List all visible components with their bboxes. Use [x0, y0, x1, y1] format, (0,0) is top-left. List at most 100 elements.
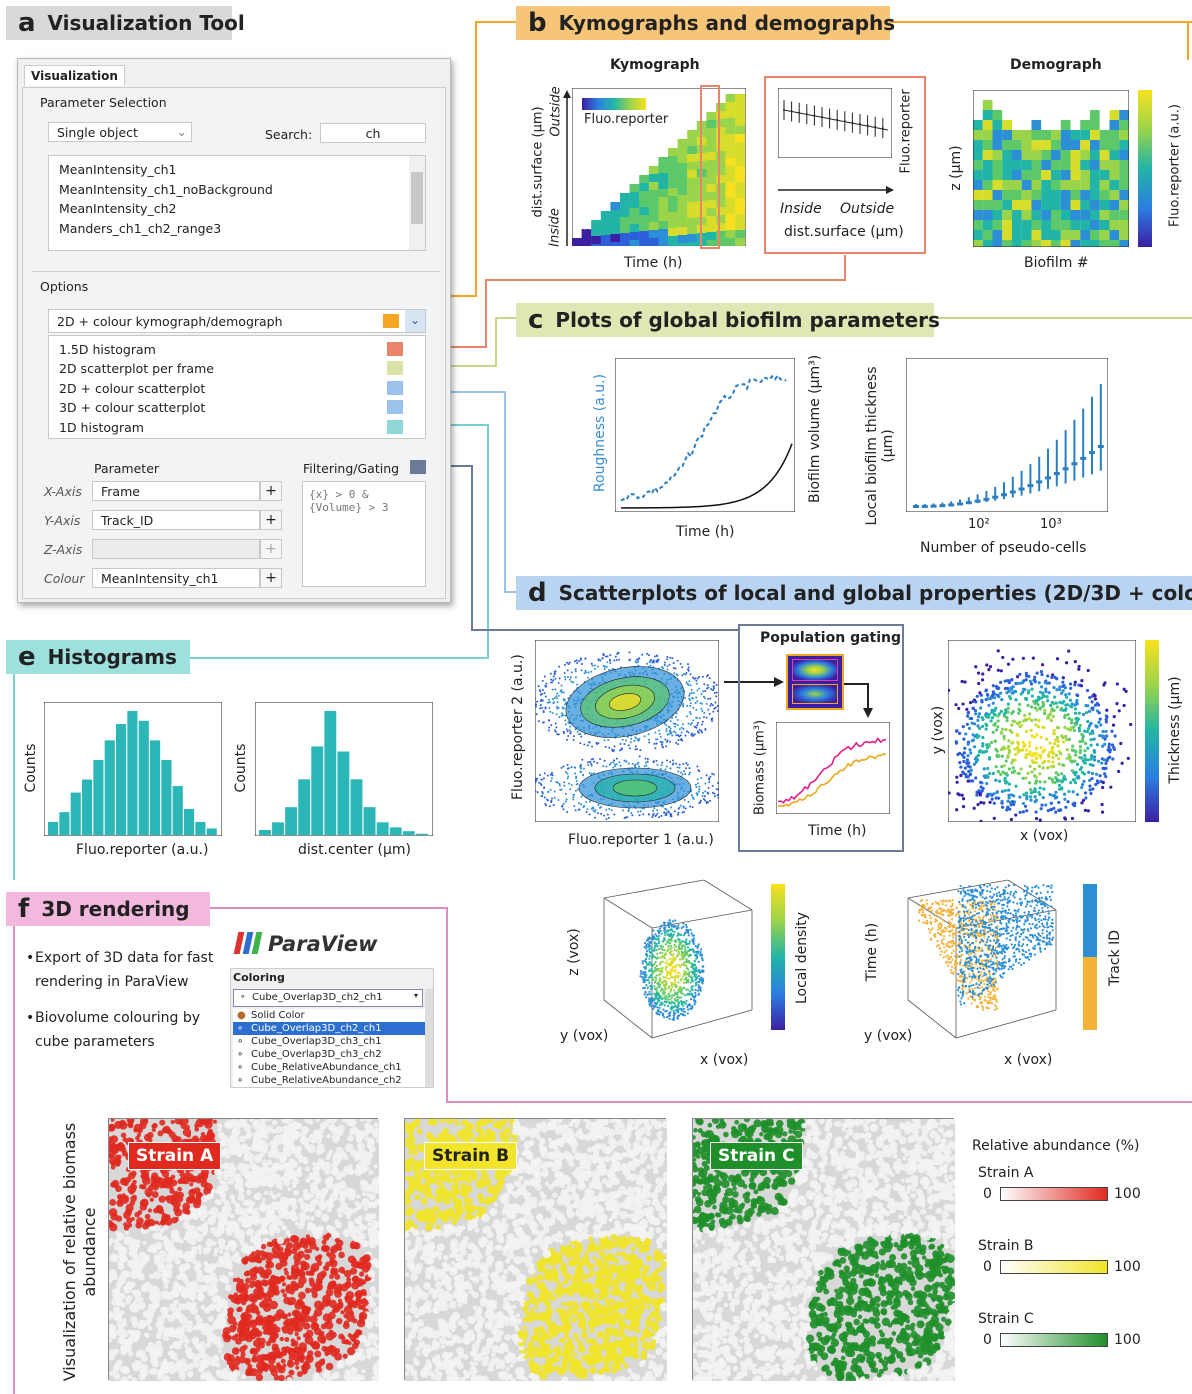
scatter-point	[962, 924, 965, 927]
demo-cell	[1041, 200, 1052, 210]
scatter-point	[1032, 699, 1036, 703]
parameter-list[interactable]: MeanIntensity_ch1 MeanIntensity_ch1_noBa…	[48, 155, 426, 251]
scatter-point	[700, 777, 703, 780]
scatter-point	[1077, 711, 1081, 715]
demo-cell	[982, 150, 993, 160]
scatter-point	[985, 692, 990, 697]
scatter-point	[638, 657, 641, 660]
scatter-point	[987, 715, 991, 719]
y-axis-field[interactable]: Track_ID	[92, 510, 260, 530]
plot-type-dropdown[interactable]: 2D + colour kymograph/demograph ⌄	[48, 309, 426, 333]
scatter-point	[586, 744, 589, 747]
scatter-point	[986, 697, 990, 701]
kymo-cell	[639, 207, 649, 216]
colour-axis-add-button[interactable]: +	[260, 568, 282, 588]
object-select[interactable]: Single object ⌄	[48, 122, 192, 142]
option-item[interactable]: 1.5D histogram	[59, 342, 156, 357]
list-item[interactable]: Manders_ch1_ch2_range3	[59, 221, 222, 236]
inset-inside-label: Inside	[780, 201, 822, 217]
colour-axis-field[interactable]: MeanIntensity_ch1	[92, 568, 260, 588]
scatter-point	[939, 953, 942, 956]
option-item[interactable]: 3D + colour scatterplot	[59, 400, 206, 415]
z-axis-add-button[interactable]: +	[260, 539, 282, 559]
scrollbar[interactable]	[409, 156, 425, 250]
demo-cell	[1002, 110, 1013, 120]
point	[1097, 445, 1104, 448]
dropdown-arrow-icon[interactable]: ⌄	[405, 310, 425, 332]
scatter-point	[671, 976, 674, 979]
kymo-cell	[677, 203, 688, 212]
scatter-point	[698, 790, 701, 793]
scatter-point	[648, 969, 651, 972]
scatter-point	[1086, 809, 1090, 813]
scatter-point	[707, 777, 710, 780]
demo-cell	[1021, 190, 1032, 200]
scatter-point	[951, 926, 955, 929]
cube-edge	[703, 879, 753, 911]
scatter-point	[682, 763, 685, 766]
tab-visualization[interactable]: Visualization	[24, 65, 125, 86]
scatter-point	[664, 984, 667, 987]
scatter-point	[940, 934, 943, 937]
x-axis-add-button[interactable]: +	[260, 481, 282, 501]
list-item[interactable]: MeanIntensity_ch1	[59, 162, 177, 177]
demo-cell	[1031, 150, 1042, 160]
scatter-point	[653, 949, 656, 952]
object-select-value: Single object	[57, 125, 138, 140]
scrollbar-thumb[interactable]	[411, 172, 423, 224]
scatter-point	[676, 971, 679, 974]
x-axis-field[interactable]: Frame	[92, 481, 260, 501]
scatter-point	[965, 722, 969, 726]
option-item[interactable]: 2D scatterplot per frame	[59, 361, 214, 376]
scatter-point	[939, 907, 943, 910]
option-item[interactable]: 1D histogram	[59, 420, 144, 435]
scatter-point	[1051, 918, 1054, 921]
plot-type-options[interactable]: 1.5D histogram 2D scatterplot per frame …	[48, 335, 426, 439]
scatter-point	[563, 784, 566, 787]
scatter-point	[661, 992, 664, 995]
scatter-point	[962, 737, 966, 741]
scatter-point	[715, 691, 718, 694]
scatter-point	[613, 659, 616, 662]
list-item[interactable]: MeanIntensity_ch2	[59, 201, 177, 216]
scatter-point	[556, 733, 559, 736]
scatter-point	[578, 733, 581, 736]
scatter-point	[691, 976, 694, 980]
scatter-point	[979, 931, 982, 934]
scatter-point	[1020, 723, 1024, 728]
z-axis-field[interactable]	[92, 539, 260, 559]
scatter-point	[970, 965, 973, 968]
list-item[interactable]: MeanIntensity_ch1_noBackground	[59, 182, 273, 197]
option-item[interactable]: 2D + colour scatterplot	[59, 381, 206, 396]
scatter-point	[992, 983, 995, 986]
scatter-point	[671, 955, 675, 958]
point	[1089, 451, 1095, 455]
scatter-point	[668, 919, 671, 922]
scatter-point	[1074, 723, 1078, 727]
search-input[interactable]: ch	[320, 123, 426, 143]
scatter-point	[1017, 940, 1021, 943]
scatter-point	[665, 727, 668, 730]
demo-cell	[1051, 130, 1061, 140]
demo-cell	[1060, 220, 1071, 230]
scatter-point	[989, 1001, 992, 1004]
scatter-point	[675, 734, 678, 737]
scatter-point	[672, 730, 675, 733]
scatter-point	[1090, 776, 1094, 781]
scatter-point	[1023, 911, 1026, 914]
scatter-point	[963, 914, 966, 918]
scatter-point	[1047, 910, 1050, 913]
scatter-point	[666, 668, 669, 671]
scatter-point	[1049, 718, 1053, 723]
y-axis-add-button[interactable]: +	[260, 510, 282, 530]
filter-textarea[interactable]: {x} > 0 & {Volume} > 3	[302, 481, 426, 587]
scatter-point	[535, 703, 538, 706]
scatter-point	[1035, 708, 1039, 712]
demo-cell	[1070, 200, 1081, 210]
scatter-point	[965, 946, 969, 949]
scatter-point	[684, 949, 687, 952]
scatter-point	[1024, 748, 1029, 752]
scatter-point	[560, 691, 563, 694]
scatter-point	[1054, 701, 1058, 705]
demo-cell	[1090, 240, 1100, 247]
